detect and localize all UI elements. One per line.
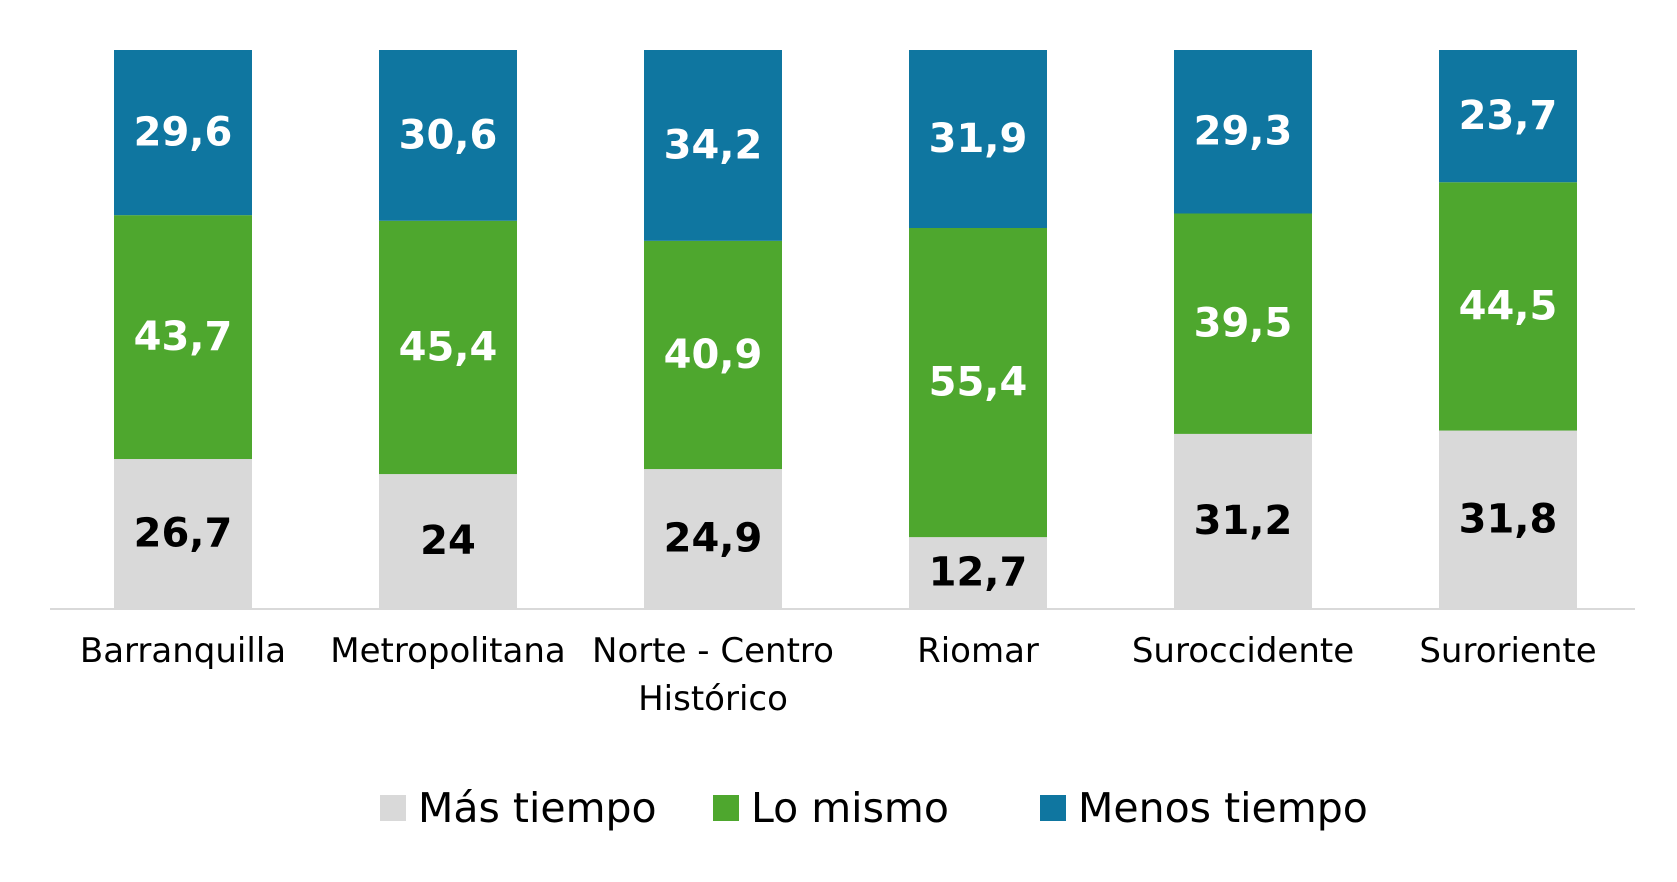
data-label-norte-centro-historico-mas-tiempo: 24,9 (664, 516, 763, 562)
data-label-suroccidente-menos-tiempo: 29,3 (1194, 109, 1293, 155)
data-label-riomar-menos-tiempo: 31,9 (929, 116, 1028, 162)
bar-suroccidente-mas-tiempo (1174, 433, 1312, 608)
category-label-norte-centro-historico-line-1: Norte - Centro (592, 631, 834, 671)
data-label-barranquilla-lo-mismo: 43,7 (134, 314, 233, 360)
data-label-suroriente-lo-mismo: 44,5 (1459, 283, 1558, 329)
data-label-barranquilla-menos-tiempo: 29,6 (134, 110, 233, 156)
data-label-norte-centro-historico-lo-mismo: 40,9 (664, 332, 763, 378)
legend-item-lo-mismo: Lo mismo (713, 784, 949, 832)
bar-suroriente-menos-tiempo (1439, 50, 1577, 183)
bar-suroccidente-lo-mismo (1174, 213, 1312, 434)
category-label-suroriente: Suroriente (1419, 631, 1596, 671)
legend: Más tiempo Lo mismo Menos tiempo (380, 784, 1368, 832)
data-label-suroccidente-mas-tiempo: 31,2 (1194, 498, 1293, 544)
data-label-suroriente-menos-tiempo: 23,7 (1459, 93, 1558, 139)
bar-suroriente-lo-mismo (1439, 182, 1577, 431)
data-label-riomar-mas-tiempo: 12,7 (929, 550, 1028, 596)
bar-barranquilla-mas-tiempo (114, 459, 252, 608)
bar-barranquilla-menos-tiempo (114, 50, 252, 216)
category-label-riomar: Riomar (917, 631, 1039, 671)
legend-swatch-mas-tiempo (380, 795, 406, 821)
bar-riomar-mas-tiempo (909, 537, 1047, 608)
data-label-metropolitana-lo-mismo: 45,4 (399, 324, 498, 370)
bar-metropolitana-mas-tiempo (379, 474, 517, 608)
legend-label-mas-tiempo: Más tiempo (418, 784, 657, 832)
data-label-norte-centro-historico-menos-tiempo: 34,2 (664, 122, 763, 168)
data-label-barranquilla-mas-tiempo: 26,7 (134, 511, 233, 557)
legend-swatch-menos-tiempo (1040, 795, 1066, 821)
legend-item-menos-tiempo: Menos tiempo (1040, 784, 1368, 832)
bar-suroccidente-menos-tiempo (1174, 50, 1312, 214)
bars-layer: 26,7 43,7 29,6 24 45,4 30,6 24,9 40,9 34,2 12,7 55… (114, 50, 1577, 608)
data-label-suroccidente-lo-mismo: 39,5 (1194, 301, 1293, 347)
category-label-suroccidente: Suroccidente (1132, 631, 1354, 671)
data-label-suroriente-mas-tiempo: 31,8 (1459, 496, 1558, 542)
bar-metropolitana-lo-mismo (379, 220, 517, 475)
bar-norte-centro-historico-menos-tiempo (644, 50, 782, 241)
bar-norte-centro-historico-lo-mismo (644, 240, 782, 470)
bar-barranquilla-lo-mismo (114, 215, 252, 460)
legend-label-lo-mismo: Lo mismo (751, 784, 949, 832)
category-label-barranquilla: Barranquilla (80, 631, 286, 671)
legend-item-mas-tiempo: Más tiempo (380, 784, 657, 832)
legend-swatch-lo-mismo (713, 795, 739, 821)
bar-suroriente-mas-tiempo (1439, 430, 1577, 608)
bar-norte-centro-historico-mas-tiempo (644, 469, 782, 608)
data-label-metropolitana-menos-tiempo: 30,6 (399, 112, 498, 158)
legend-label-menos-tiempo: Menos tiempo (1078, 784, 1368, 832)
data-label-riomar-lo-mismo: 55,4 (929, 360, 1028, 406)
category-label-norte-centro-historico-line-2: Histórico (638, 679, 788, 719)
category-label-metropolitana: Metropolitana (330, 631, 565, 671)
category-labels: Barranquilla Metropolitana Norte - Centro H… (80, 631, 1597, 719)
bar-riomar-menos-tiempo (909, 50, 1047, 229)
bar-metropolitana-menos-tiempo (379, 50, 517, 221)
bar-riomar-lo-mismo (909, 228, 1047, 538)
data-label-metropolitana-mas-tiempo: 24 (420, 518, 476, 564)
